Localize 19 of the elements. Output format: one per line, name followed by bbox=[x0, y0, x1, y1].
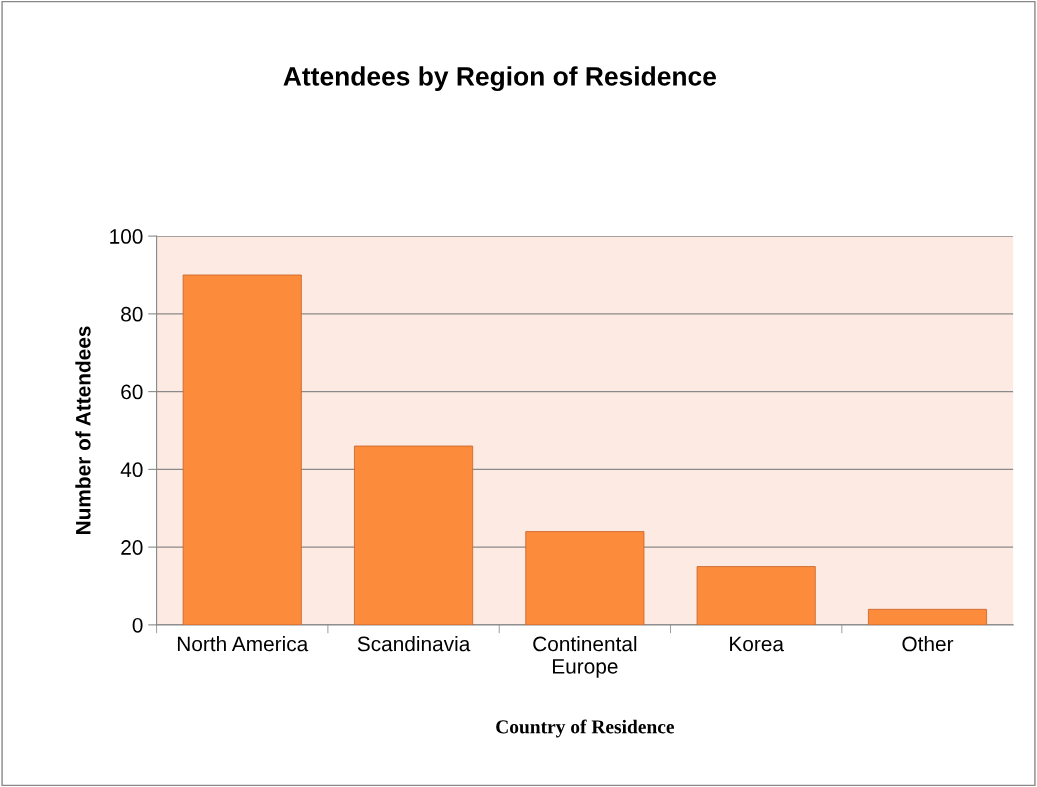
x-tick-label: North America bbox=[177, 635, 309, 652]
x-tick-label: Korea bbox=[730, 636, 784, 652]
bar bbox=[696, 566, 816, 625]
x-axis-title: Country of Residence bbox=[496, 719, 675, 738]
bar bbox=[867, 608, 988, 625]
bar bbox=[354, 445, 474, 625]
y-tick-label: 100 bbox=[110, 229, 143, 244]
y-tick-label: 40 bbox=[120, 462, 143, 478]
y-tick-label: 0 bbox=[132, 617, 143, 633]
bar bbox=[525, 531, 645, 625]
chart-title: Attendees by Region of Residence bbox=[283, 66, 716, 92]
x-tick-label: Other bbox=[902, 635, 954, 652]
y-tick-label: 80 bbox=[121, 306, 143, 322]
y-tick-label: 60 bbox=[121, 384, 143, 400]
x-tick-label: Continental Europe bbox=[533, 635, 637, 678]
bar bbox=[182, 274, 302, 625]
y-tick-label: 20 bbox=[121, 540, 143, 555]
y-axis-title: Number of Attendees bbox=[75, 326, 91, 535]
x-tick-label: Scandinavia bbox=[357, 635, 471, 652]
